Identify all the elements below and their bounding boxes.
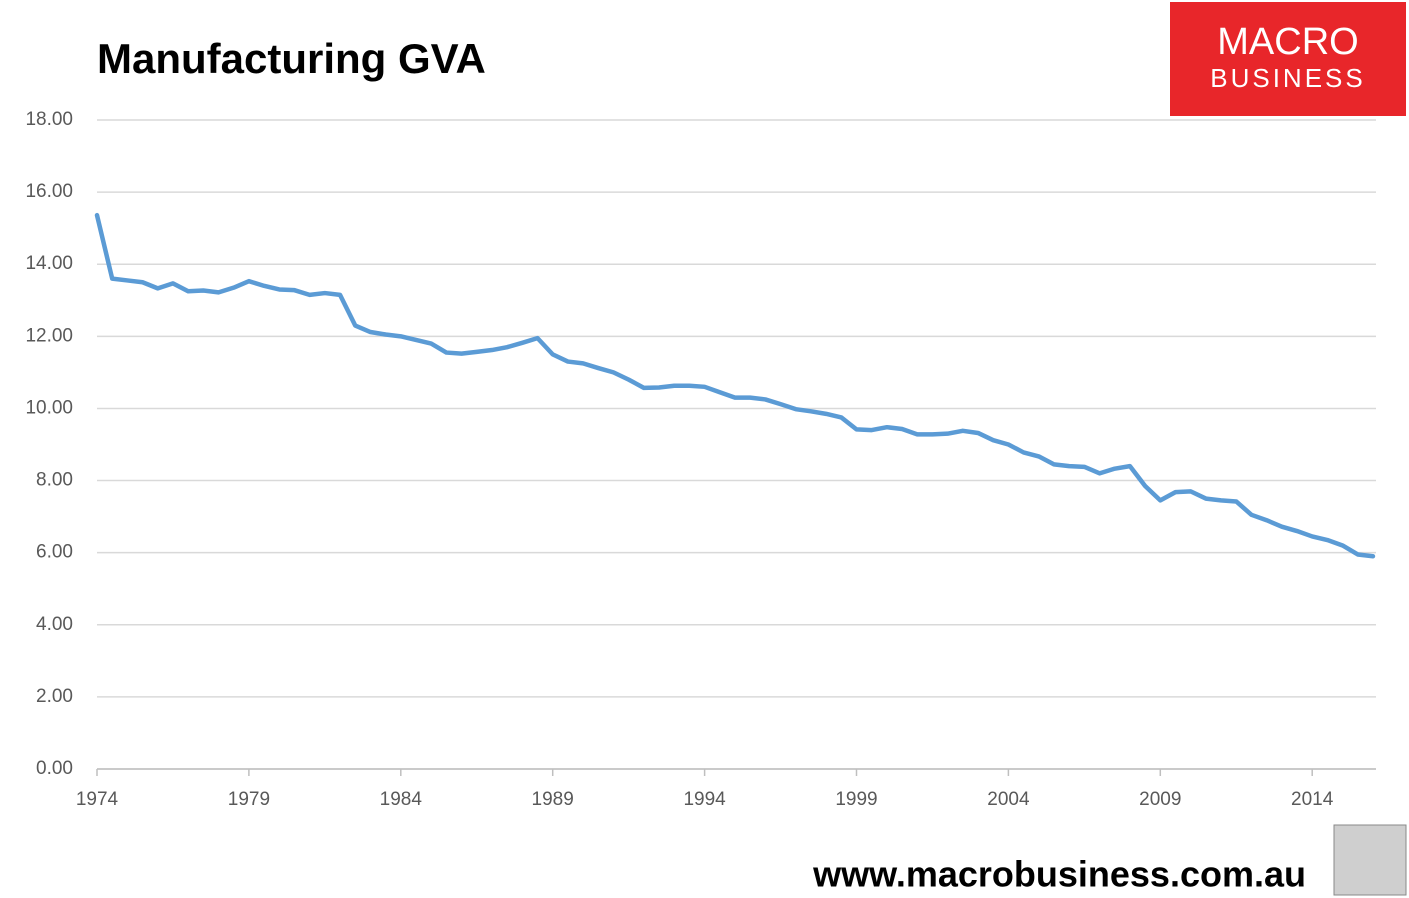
x-tick-label: 2009 [1139, 789, 1181, 810]
y-tick-label: 4.00 [36, 614, 73, 635]
y-tick-label: 18.00 [25, 109, 73, 130]
brand-line2: BUSINESS [1210, 63, 1366, 93]
y-tick-label: 6.00 [36, 542, 73, 563]
y-tick-label: 0.00 [36, 758, 73, 779]
footer: www.macrobusiness.com.au [812, 854, 1306, 895]
y-tick-label: 10.00 [25, 397, 73, 418]
y-tick-label: 12.00 [25, 325, 73, 346]
x-tick-label: 1989 [532, 789, 574, 810]
brand-box [1170, 2, 1406, 116]
y-tick-label: 8.00 [36, 470, 73, 491]
y-tick-label: 2.00 [36, 686, 73, 707]
series-line [94, 212, 1376, 559]
x-tick-label: 1999 [835, 789, 877, 810]
brand-line1: MACRO [1217, 21, 1358, 63]
x-tick-label: 1974 [76, 789, 119, 810]
x-tick-label: 1979 [228, 789, 270, 810]
x-tick-label: 2014 [1291, 789, 1334, 810]
y-tick-label: 14.00 [25, 253, 73, 274]
y-tick-label: 16.00 [25, 181, 73, 202]
x-tick-label: 1994 [683, 789, 726, 810]
x-tick-label: 1984 [380, 789, 423, 810]
fox-logo [1333, 824, 1407, 896]
chart-title: Manufacturing GVA [97, 35, 486, 82]
x-tick-label: 2004 [987, 789, 1030, 810]
